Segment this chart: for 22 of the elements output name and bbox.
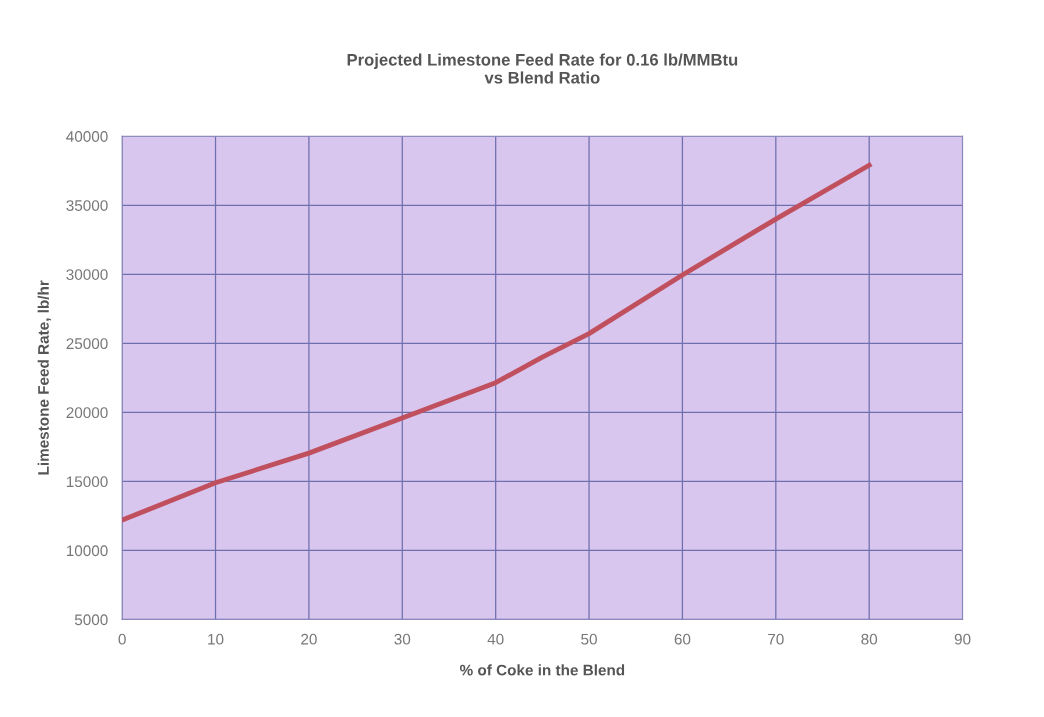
x-tick-label: 50 (581, 633, 597, 645)
x-tick-label: 0 (118, 633, 126, 645)
x-tick-label: 70 (768, 633, 784, 645)
line-series (122, 162, 872, 523)
y-tick-label: 40000 (66, 131, 108, 142)
x-tick-label: 20 (301, 633, 317, 645)
y-tick-label: 5000 (74, 614, 108, 626)
y-tick-label: 25000 (66, 338, 108, 350)
x-axis-title: % of Coke in the Blend (459, 664, 625, 676)
y-tick-label: 35000 (66, 200, 108, 211)
x-tick-label: 10 (208, 633, 224, 645)
x-tick-label: 60 (674, 633, 691, 645)
y-tick-label: 20000 (66, 407, 108, 419)
chart-title: Projected Limestone Feed Rate for 0.16 lb/MMBtu vs Blend Ratio (347, 53, 738, 84)
x-tick-label: 90 (954, 633, 971, 645)
x-tick-label: 40 (487, 633, 504, 645)
y-tick-label: 10000 (66, 545, 108, 557)
x-tick-label: 80 (861, 633, 878, 645)
y-tick-label: 15000 (66, 476, 108, 488)
y-tick-label: 30000 (66, 269, 108, 280)
y-axis-title: Limestone Feed Rate, lb/hr (37, 280, 52, 475)
x-tick-label: 30 (394, 633, 411, 645)
